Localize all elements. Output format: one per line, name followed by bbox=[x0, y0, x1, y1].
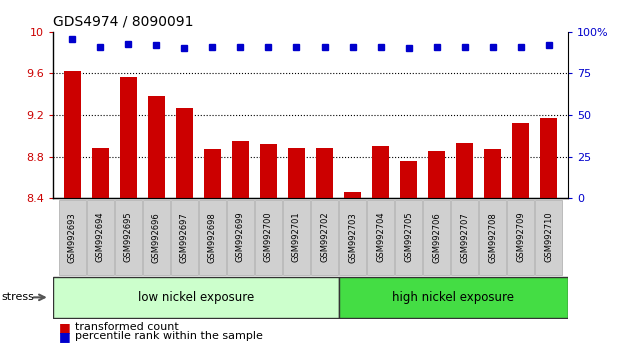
FancyBboxPatch shape bbox=[227, 200, 254, 275]
Bar bbox=[232, 141, 249, 198]
Text: GSM992706: GSM992706 bbox=[432, 212, 441, 263]
FancyBboxPatch shape bbox=[171, 200, 198, 275]
Text: GSM992693: GSM992693 bbox=[68, 212, 77, 263]
FancyBboxPatch shape bbox=[143, 200, 170, 275]
Bar bbox=[344, 192, 361, 198]
FancyBboxPatch shape bbox=[115, 200, 142, 275]
Text: GSM992698: GSM992698 bbox=[208, 212, 217, 263]
FancyBboxPatch shape bbox=[283, 200, 310, 275]
Text: GSM992703: GSM992703 bbox=[348, 212, 357, 263]
Bar bbox=[484, 149, 501, 198]
Bar bbox=[120, 76, 137, 198]
FancyBboxPatch shape bbox=[255, 200, 282, 275]
Text: GSM992702: GSM992702 bbox=[320, 212, 329, 263]
Bar bbox=[428, 152, 445, 198]
FancyBboxPatch shape bbox=[87, 200, 114, 275]
FancyBboxPatch shape bbox=[59, 200, 86, 275]
Text: GSM992699: GSM992699 bbox=[236, 212, 245, 263]
FancyBboxPatch shape bbox=[311, 200, 338, 275]
Text: GSM992707: GSM992707 bbox=[460, 212, 469, 263]
Text: GDS4974 / 8090091: GDS4974 / 8090091 bbox=[53, 14, 193, 28]
Text: GSM992708: GSM992708 bbox=[488, 212, 497, 263]
Bar bbox=[400, 161, 417, 198]
Bar bbox=[260, 144, 277, 198]
FancyBboxPatch shape bbox=[338, 277, 568, 318]
Bar bbox=[540, 118, 557, 198]
FancyBboxPatch shape bbox=[507, 200, 534, 275]
Text: GSM992705: GSM992705 bbox=[404, 212, 413, 263]
FancyBboxPatch shape bbox=[451, 200, 478, 275]
Bar bbox=[316, 148, 333, 198]
Text: GSM992701: GSM992701 bbox=[292, 212, 301, 263]
Text: high nickel exposure: high nickel exposure bbox=[392, 291, 514, 304]
FancyBboxPatch shape bbox=[199, 200, 226, 275]
Text: GSM992697: GSM992697 bbox=[180, 212, 189, 263]
FancyBboxPatch shape bbox=[535, 200, 562, 275]
Bar bbox=[512, 124, 529, 198]
Text: GSM992695: GSM992695 bbox=[124, 212, 133, 263]
Bar bbox=[92, 148, 109, 198]
Text: GSM992709: GSM992709 bbox=[516, 212, 525, 263]
FancyBboxPatch shape bbox=[395, 200, 422, 275]
Text: GSM992710: GSM992710 bbox=[544, 212, 553, 263]
FancyBboxPatch shape bbox=[339, 200, 366, 275]
FancyBboxPatch shape bbox=[423, 200, 450, 275]
Text: GSM992700: GSM992700 bbox=[264, 212, 273, 263]
Bar bbox=[288, 148, 305, 198]
Text: GSM992696: GSM992696 bbox=[152, 212, 161, 263]
FancyBboxPatch shape bbox=[367, 200, 394, 275]
Text: low nickel exposure: low nickel exposure bbox=[137, 291, 254, 304]
Bar bbox=[148, 96, 165, 198]
Bar bbox=[456, 143, 473, 198]
FancyBboxPatch shape bbox=[479, 200, 506, 275]
Bar bbox=[372, 146, 389, 198]
Bar bbox=[204, 149, 221, 198]
Text: stress: stress bbox=[1, 292, 34, 302]
Text: GSM992694: GSM992694 bbox=[96, 212, 105, 263]
Bar bbox=[176, 108, 193, 198]
Text: ■: ■ bbox=[59, 321, 71, 334]
FancyBboxPatch shape bbox=[53, 277, 338, 318]
Text: ■: ■ bbox=[59, 330, 71, 343]
Text: GSM992704: GSM992704 bbox=[376, 212, 385, 263]
Text: transformed count: transformed count bbox=[75, 322, 178, 332]
Text: percentile rank within the sample: percentile rank within the sample bbox=[75, 331, 263, 341]
Bar bbox=[64, 72, 81, 198]
